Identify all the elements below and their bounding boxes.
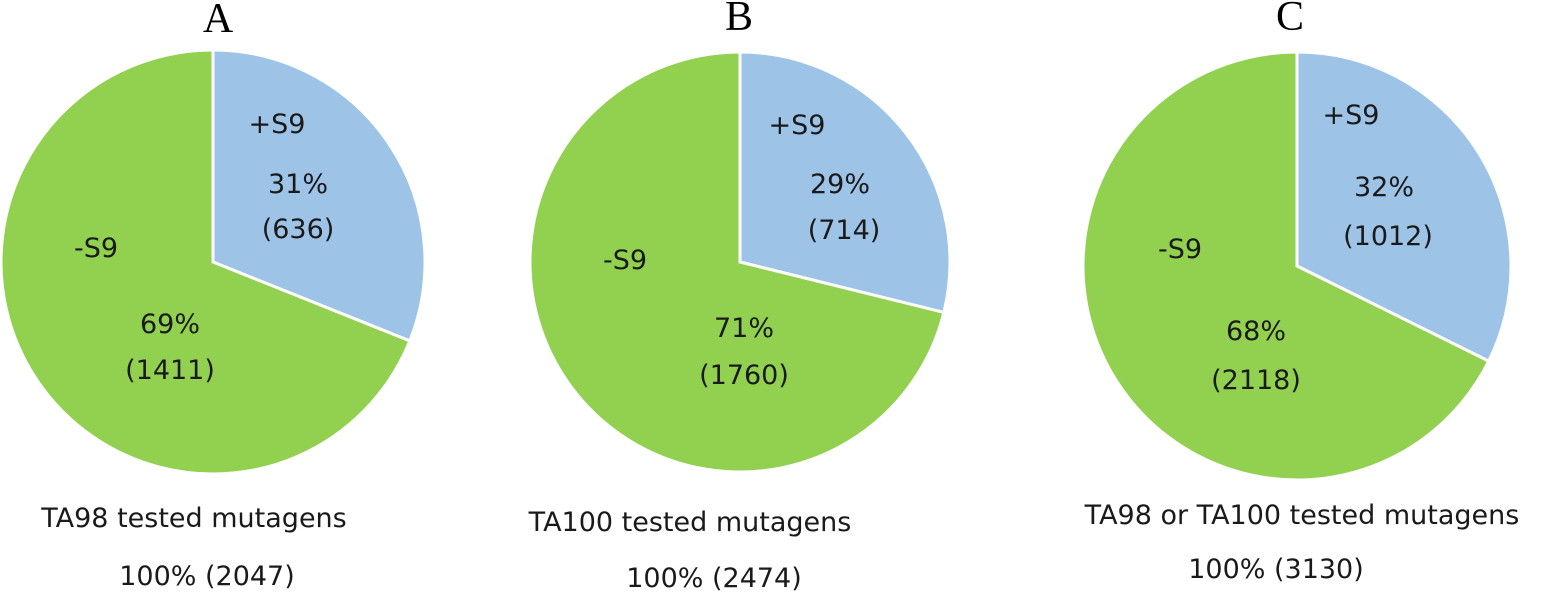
panel-letter-a: A (203, 0, 234, 42)
pie-panel-b: B +S9 29% (714) -S9 71% (1760) TA100 tes… (528, 0, 952, 594)
panel-letter-b: B (725, 0, 753, 40)
pie-panel-a: A +S9 31% (636) -S9 69% (1411) TA98 test… (0, 0, 427, 592)
slice-minus-s9-count: (1760) (699, 360, 789, 391)
panel-letter-c: C (1276, 0, 1304, 40)
slice-minus-s9 (0, 48, 412, 476)
slice-plus-s9-count: (636) (262, 214, 335, 245)
slice-plus-s9-count: (1012) (1343, 221, 1433, 252)
slice-plus-s9 (1295, 50, 1513, 364)
slice-plus-s9-percent: 31% (268, 169, 328, 200)
slice-minus-s9-name: -S9 (603, 245, 647, 276)
slice-plus-s9-name: +S9 (249, 109, 306, 140)
slice-minus-s9 (528, 50, 946, 474)
slice-plus-s9-name: +S9 (1323, 100, 1380, 131)
pie-caption: TA100 tested mutagens (528, 507, 852, 538)
pie-total: 100% (3130) (1188, 554, 1364, 585)
slice-plus-s9 (211, 48, 427, 343)
slice-plus-s9-name: +S9 (769, 110, 826, 141)
slice-minus-s9-percent: 71% (714, 313, 774, 344)
pie-total: 100% (2474) (626, 563, 802, 594)
slice-plus-s9-count: (714) (808, 215, 881, 246)
pie-panel-c: C +S9 32% (1012) -S9 68% (2118) TA98 or … (1081, 0, 1520, 585)
slice-minus-s9-count: (2118) (1211, 365, 1301, 396)
slice-plus-s9 (738, 50, 952, 315)
slice-minus-s9-name: -S9 (1158, 234, 1202, 265)
pie-caption: TA98 or TA100 tested mutagens (1084, 500, 1520, 531)
slice-plus-s9-percent: 32% (1354, 172, 1414, 203)
slice-minus-s9-percent: 68% (1226, 316, 1286, 347)
slice-minus-s9-count: (1411) (125, 355, 215, 386)
slice-minus-s9-percent: 69% (140, 309, 200, 340)
slice-minus-s9-name: -S9 (74, 233, 118, 264)
slice-minus-s9 (1081, 50, 1491, 482)
pie-caption: TA98 tested mutagens (40, 503, 346, 534)
slice-plus-s9-percent: 29% (810, 169, 870, 200)
pie-total: 100% (2047) (119, 561, 295, 592)
